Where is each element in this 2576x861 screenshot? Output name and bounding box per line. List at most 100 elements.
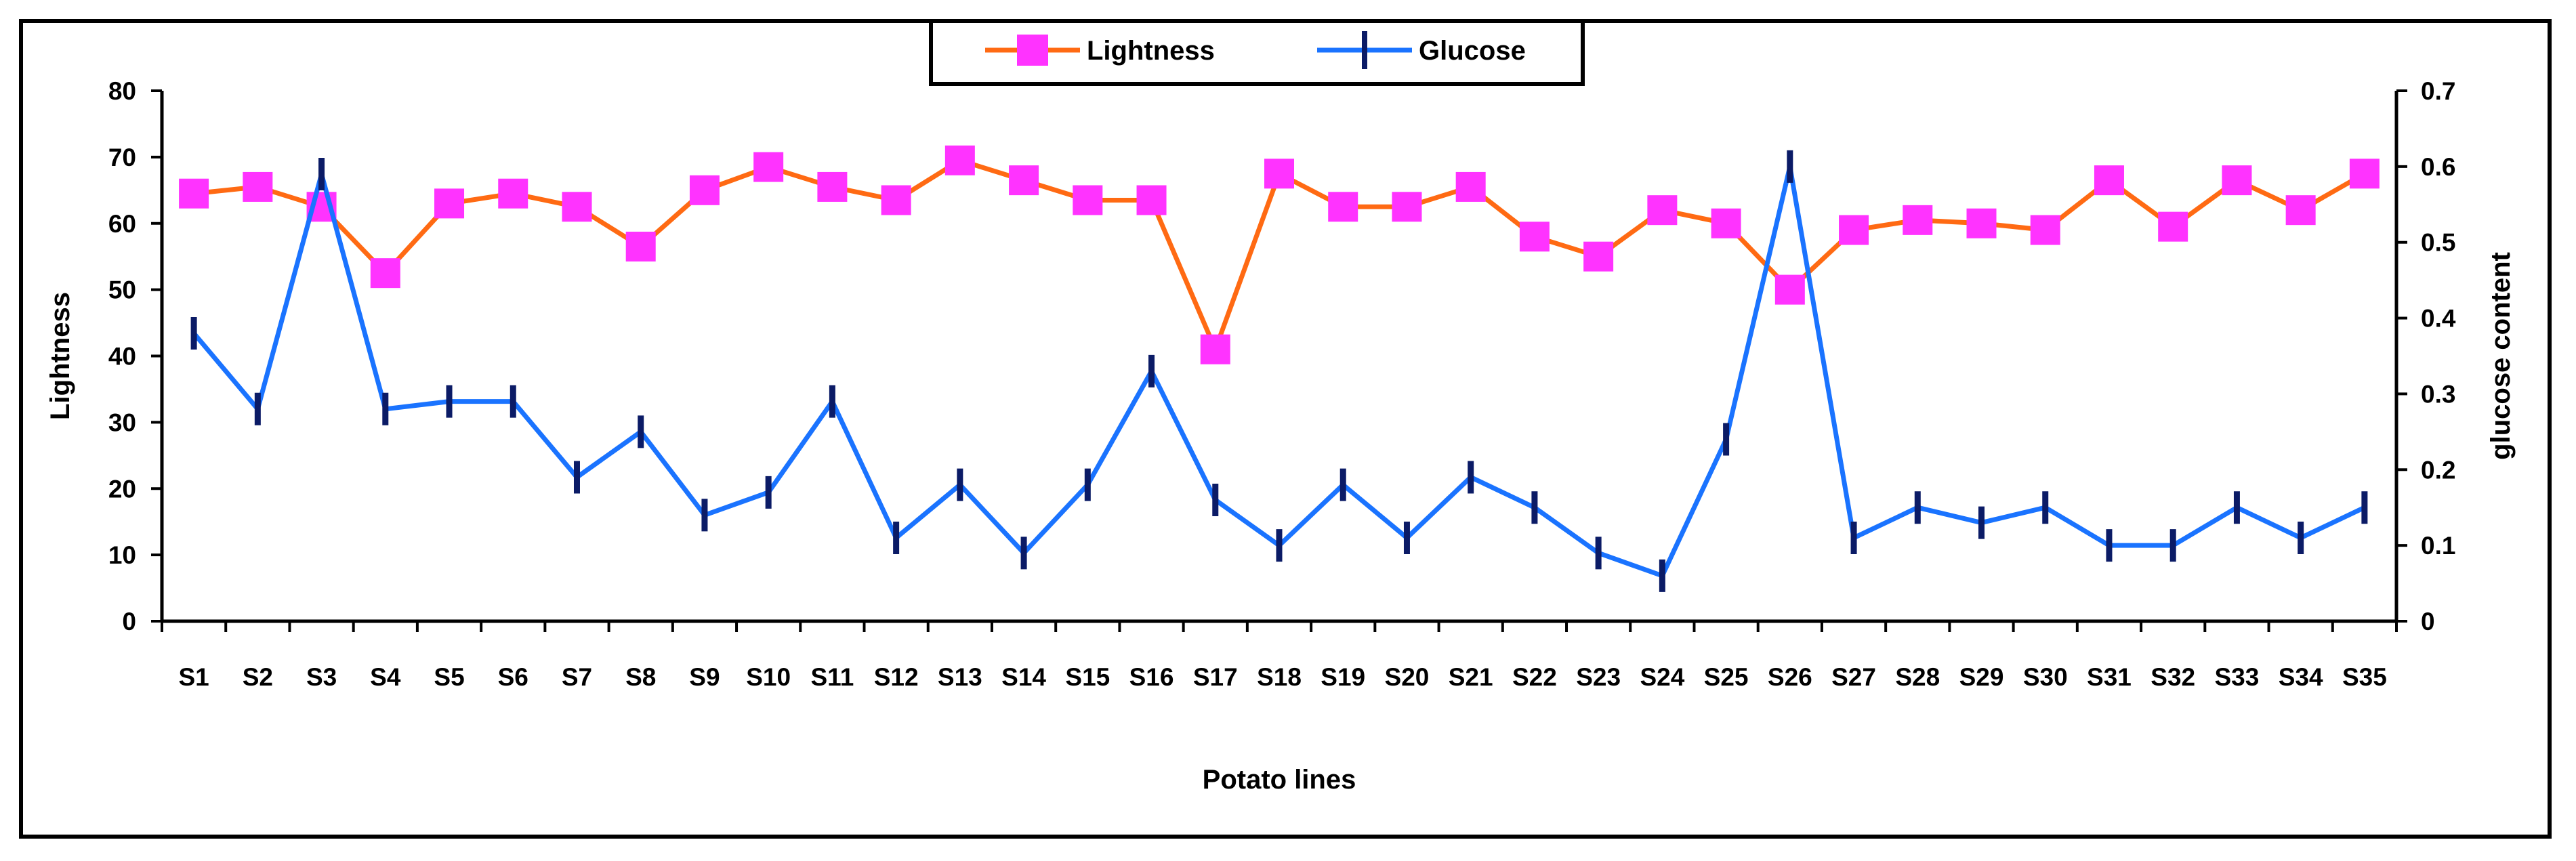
left-tick-label: 40 — [108, 343, 136, 371]
series-lightness — [179, 145, 2380, 364]
x-tick-label: S33 — [2215, 663, 2260, 691]
lightness-point — [1774, 274, 1805, 305]
right-tick-label: 0.6 — [2421, 153, 2455, 181]
x-tick-label: S24 — [1640, 663, 1684, 691]
x-tick-label: S8 — [625, 663, 656, 691]
lightness-point — [2158, 211, 2188, 242]
right-y-ticks: 0 0.1 0.2 0.3 0.4 0.5 0.6 0.7 — [2396, 77, 2456, 635]
lightness-point — [1647, 195, 1678, 226]
right-tick-label: 0.3 — [2421, 380, 2455, 408]
x-tick-label: S10 — [746, 663, 791, 691]
x-tick-label: S31 — [2087, 663, 2132, 691]
x-tick-label: S30 — [2023, 663, 2068, 691]
lightness-point — [179, 178, 209, 209]
lightness-point — [1966, 208, 1997, 238]
left-tick-label: 60 — [108, 210, 136, 238]
x-tick-label: S7 — [562, 663, 592, 691]
left-tick-label: 10 — [108, 541, 136, 569]
lightness-point — [370, 258, 400, 289]
lightness-point — [1009, 165, 1039, 196]
x-tick-label: S17 — [1193, 663, 1238, 691]
line-chart: Lightness Glucose 0 10 20 30 40 50 60 70 80 0 0.1… — [45, 23, 2516, 795]
x-tick-label: S9 — [689, 663, 720, 691]
x-tick-label: S32 — [2151, 663, 2195, 691]
lightness-point — [753, 152, 784, 182]
lightness-point — [1073, 185, 1103, 215]
lightness-point — [1455, 171, 1486, 202]
legend-lightness-marker — [1017, 35, 1048, 66]
x-tick-label: S20 — [1385, 663, 1430, 691]
x-tick-label: S14 — [1001, 663, 1046, 691]
lightness-point — [1200, 334, 1230, 364]
lightness-point — [1839, 215, 1869, 245]
right-tick-label: 0.4 — [2421, 305, 2456, 333]
lightness-point — [434, 188, 465, 219]
right-tick-label: 0.2 — [2421, 456, 2455, 484]
x-tick-label: S2 — [243, 663, 273, 691]
x-tick-label: S27 — [1831, 663, 1876, 691]
left-tick-label: 30 — [108, 408, 136, 436]
x-tick-label: S4 — [370, 663, 401, 691]
left-y-ticks: 0 10 20 30 40 50 60 70 80 — [108, 77, 162, 635]
x-tick-label: S19 — [1321, 663, 1365, 691]
x-tick-label: S35 — [2342, 663, 2387, 691]
series-glucose — [190, 150, 2368, 592]
x-tick-label: S16 — [1129, 663, 1174, 691]
legend-lightness-label: Lightness — [1087, 36, 1215, 66]
x-tick-label: S25 — [1704, 663, 1749, 691]
lightness-point — [625, 232, 656, 262]
chart-legend: Lightness Glucose — [929, 23, 1585, 86]
lightness-point — [2349, 159, 2380, 189]
x-tick-label: S5 — [434, 663, 464, 691]
right-tick-label: 0.1 — [2421, 532, 2455, 560]
x-tick-label: S26 — [1768, 663, 1812, 691]
right-tick-label: 0.7 — [2421, 77, 2455, 105]
left-axis-title: Lightness — [45, 292, 75, 420]
lightness-point — [2094, 165, 2124, 196]
lightness-point — [2285, 195, 2316, 226]
lightness-point — [1583, 241, 1614, 272]
lightness-point — [1264, 159, 1294, 189]
lightness-point — [243, 171, 273, 202]
x-tick-label: S21 — [1449, 663, 1493, 691]
lightness-point — [689, 175, 720, 205]
legend-glucose-label: Glucose — [1419, 36, 1526, 66]
left-tick-label: 20 — [108, 475, 136, 503]
left-tick-label: 80 — [108, 77, 136, 105]
lightness-point — [881, 185, 911, 215]
lightness-point — [1519, 222, 1550, 252]
right-axis-title: glucose content — [2486, 252, 2516, 460]
x-tick-label: S3 — [306, 663, 337, 691]
x-tick-label: S15 — [1065, 663, 1110, 691]
lightness-point — [2030, 215, 2060, 245]
lightness-point — [562, 192, 592, 222]
x-tick-label: S13 — [938, 663, 982, 691]
left-tick-label: 0 — [122, 608, 136, 635]
x-tick-label: S23 — [1576, 663, 1621, 691]
lightness-point — [2222, 165, 2252, 196]
x-tick-label: S28 — [1895, 663, 1940, 691]
left-tick-label: 70 — [108, 144, 136, 171]
x-axis-title: Potato lines — [1203, 765, 1356, 795]
lightness-point — [944, 145, 975, 175]
x-tick-label: S34 — [2279, 663, 2323, 691]
chart-frame: Lightness Glucose 0 10 20 30 40 50 60 70 80 0 0.1… — [19, 19, 2552, 839]
lightness-point — [817, 171, 848, 202]
lightness-point — [1328, 192, 1358, 222]
right-tick-label: 0.5 — [2421, 229, 2455, 257]
lightness-point — [1136, 185, 1167, 215]
lightness-point — [498, 178, 528, 209]
x-tick-label: S22 — [1512, 663, 1557, 691]
x-tick-label: S1 — [178, 663, 209, 691]
x-tick-label: S12 — [874, 663, 919, 691]
lightness-point — [1711, 208, 1741, 238]
x-tick-label: S18 — [1257, 663, 1302, 691]
x-tick-label: S6 — [498, 663, 528, 691]
x-tick-label: S11 — [811, 663, 854, 691]
left-tick-label: 50 — [108, 276, 136, 304]
lightness-point — [1392, 192, 1422, 222]
right-tick-label: 0 — [2421, 608, 2435, 635]
x-tick-label: S29 — [1959, 663, 2004, 691]
x-ticks: S1 S2 S3 S4 S5 S6 S7 S8 S9 S10 S11 S12 S13 S14 S15 S16 S… — [161, 621, 2398, 691]
lightness-point — [1903, 205, 1933, 235]
